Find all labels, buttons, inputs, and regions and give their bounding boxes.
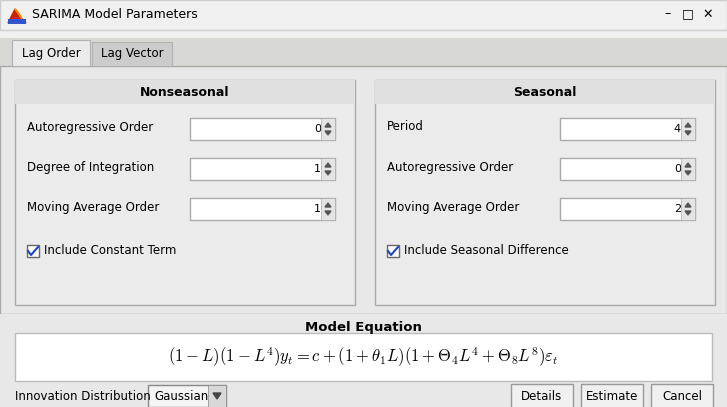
Polygon shape (685, 163, 691, 167)
Bar (581, 384, 643, 407)
Bar (321, 158, 335, 180)
Polygon shape (15, 9, 22, 19)
Polygon shape (325, 163, 331, 167)
Text: Cancel: Cancel (662, 389, 702, 403)
Text: Include Constant Term: Include Constant Term (44, 245, 177, 258)
Polygon shape (325, 131, 331, 135)
Bar (560, 198, 695, 220)
Bar (651, 384, 713, 407)
Bar (681, 198, 695, 220)
Text: 2: 2 (674, 204, 681, 214)
Text: Autoregressive Order: Autoregressive Order (387, 160, 513, 173)
Bar (8, 19, 26, 24)
Bar (12, 40, 90, 66)
Text: 4: 4 (674, 124, 681, 134)
Text: Lag Vector: Lag Vector (100, 48, 164, 61)
Bar (321, 118, 335, 140)
Text: –: – (665, 7, 671, 20)
Polygon shape (685, 131, 691, 135)
Bar (560, 118, 695, 140)
Text: Moving Average Order: Moving Average Order (387, 201, 519, 214)
Bar (148, 385, 226, 407)
Text: SARIMA Model Parameters: SARIMA Model Parameters (32, 9, 198, 22)
Bar (0, 314, 727, 389)
Bar (27, 245, 39, 257)
Bar (681, 118, 695, 140)
Text: Gaussian: Gaussian (154, 389, 208, 403)
Text: Autoregressive Order: Autoregressive Order (27, 120, 153, 133)
Text: Seasonal: Seasonal (513, 85, 577, 98)
Bar (0, 0, 727, 30)
Text: 1: 1 (314, 164, 321, 174)
Text: □: □ (682, 7, 694, 20)
Bar (511, 384, 573, 407)
Text: Degree of Integration: Degree of Integration (27, 160, 154, 173)
Bar (15, 80, 355, 104)
Bar (208, 385, 226, 407)
Text: Period: Period (387, 120, 424, 133)
Polygon shape (213, 393, 221, 399)
Bar (0, 66, 727, 314)
Bar (0, 38, 727, 68)
Bar (375, 80, 715, 305)
Bar (15, 333, 712, 381)
Bar (0, 385, 727, 407)
Text: Details: Details (521, 389, 563, 403)
Polygon shape (325, 211, 331, 215)
Polygon shape (325, 171, 331, 175)
Bar (92, 42, 172, 66)
Bar (190, 118, 335, 140)
Polygon shape (325, 123, 331, 127)
Bar (560, 158, 695, 180)
Bar (387, 245, 399, 257)
Polygon shape (325, 203, 331, 207)
Text: $(1-L)(1-L^4)y_t = c + (1+\theta_1 L)(1+\Theta_4 L^4+\Theta_8 L^8)\varepsilon_t$: $(1-L)(1-L^4)y_t = c + (1+\theta_1 L)(1+… (168, 345, 558, 369)
Bar (681, 158, 695, 180)
Text: 1: 1 (314, 204, 321, 214)
Text: Model Equation: Model Equation (305, 322, 422, 335)
Text: Include Seasonal Difference: Include Seasonal Difference (404, 245, 569, 258)
Text: Nonseasonal: Nonseasonal (140, 85, 230, 98)
Polygon shape (685, 211, 691, 215)
Bar (15, 80, 355, 305)
Bar (190, 198, 335, 220)
Polygon shape (685, 171, 691, 175)
Text: Estimate: Estimate (586, 389, 638, 403)
Bar (321, 198, 335, 220)
Bar (0, 30, 727, 38)
Polygon shape (8, 9, 26, 23)
Bar (375, 80, 715, 104)
Text: 0: 0 (314, 124, 321, 134)
Polygon shape (685, 123, 691, 127)
Text: 0: 0 (674, 164, 681, 174)
Bar (190, 158, 335, 180)
Text: Lag Order: Lag Order (22, 46, 81, 59)
Text: Moving Average Order: Moving Average Order (27, 201, 159, 214)
Polygon shape (685, 203, 691, 207)
Text: Innovation Distribution: Innovation Distribution (15, 389, 150, 403)
Text: ✕: ✕ (703, 7, 713, 20)
